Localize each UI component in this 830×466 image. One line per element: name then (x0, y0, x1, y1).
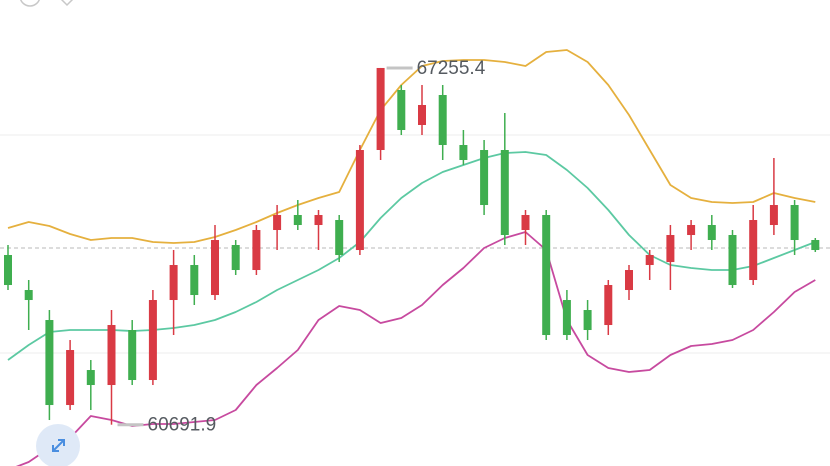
icon[interactable] (58, 0, 76, 7)
candle-body (459, 145, 468, 161)
candle-body (252, 230, 261, 271)
candle-body (562, 300, 571, 336)
candle-body (687, 225, 696, 236)
candle-body (107, 325, 116, 386)
expand-button[interactable] (36, 424, 80, 466)
annotation-label: 67255.4 (417, 58, 486, 79)
candle-body (66, 350, 75, 406)
candle-body (335, 220, 344, 256)
candle-body (169, 265, 178, 301)
candle-body (480, 150, 489, 206)
candle-body (24, 290, 33, 301)
candle-body (314, 215, 323, 226)
top-icons (20, 0, 76, 7)
candle-body (790, 205, 799, 241)
candle-body (521, 215, 530, 231)
candle-body (707, 225, 716, 241)
candle-body (583, 310, 592, 331)
plot: 67255.4 60691.9 (4, 49, 820, 466)
candle-body (666, 235, 675, 263)
gridlines (0, 134, 830, 354)
candle-body (4, 255, 12, 286)
candle-body (355, 150, 364, 251)
candle-body (438, 95, 447, 146)
candle-body (211, 240, 219, 296)
candle-body (45, 320, 54, 406)
candle-body (86, 370, 95, 386)
candle-body (397, 90, 406, 131)
candle-body (604, 285, 613, 326)
annotation-label: 60691.9 (148, 415, 217, 436)
band-middle (7, 151, 816, 361)
icon[interactable] (20, 0, 40, 7)
candle-body (500, 150, 509, 236)
candle-body (231, 245, 240, 271)
candle-body (769, 205, 778, 226)
candle-body (418, 105, 426, 126)
candle-body (376, 67, 385, 151)
candle-body (625, 270, 633, 291)
candle-body (728, 235, 737, 286)
candle-body (148, 300, 157, 381)
candle-body (645, 255, 654, 266)
candle-body (128, 330, 137, 381)
candle-body (542, 215, 551, 336)
band-upper (7, 49, 816, 244)
expand-icon[interactable] (52, 439, 65, 452)
candle-body (273, 215, 282, 231)
candle-body (811, 240, 820, 251)
candle-body (749, 220, 758, 281)
candle-body (293, 215, 302, 226)
candle-body (190, 265, 199, 296)
